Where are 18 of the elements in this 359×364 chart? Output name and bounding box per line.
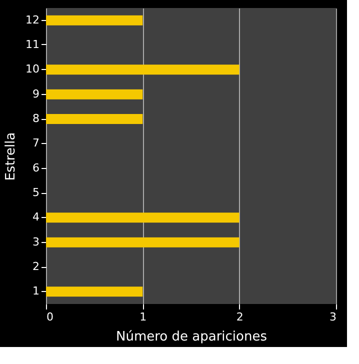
- y-tick-label: 4: [32, 210, 40, 224]
- y-tick-label: 1: [32, 284, 40, 298]
- y-tick-label: 6: [32, 161, 40, 174]
- y-tick-label: 9: [32, 87, 40, 100]
- y-tick-label: 2: [32, 260, 40, 273]
- x-tick-label: 3: [330, 310, 336, 324]
- y-axis-title: Estrella: [4, 132, 19, 181]
- x-axis-title: Número de apariciones: [116, 330, 268, 344]
- y-tick-label: 3: [32, 235, 40, 248]
- y-tick-label: 7: [32, 136, 40, 150]
- x-tick-label: 2: [236, 310, 244, 324]
- x-tick-label: 0: [46, 310, 54, 324]
- y-tick-label: 10: [26, 62, 40, 76]
- y-tick-label: 8: [32, 112, 40, 125]
- x-tick-label: 1: [140, 310, 147, 324]
- y-tick-label: 11: [26, 38, 40, 51]
- y-tick-label: 12: [26, 13, 40, 26]
- y-tick-label: 5: [32, 186, 40, 199]
